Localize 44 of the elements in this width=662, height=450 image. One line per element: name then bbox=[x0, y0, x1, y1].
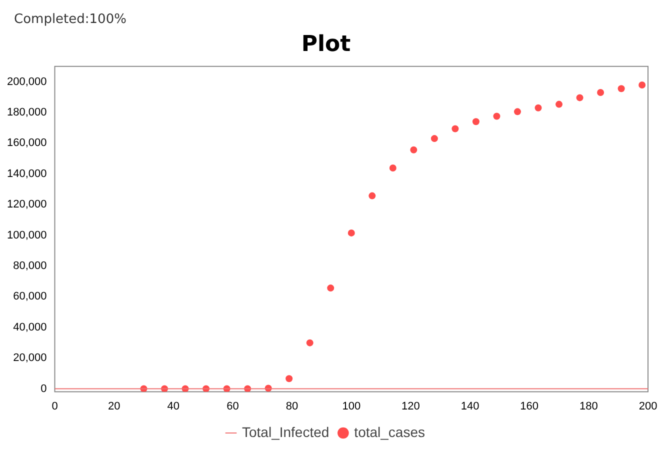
x-tick-label: 180 bbox=[579, 400, 598, 412]
point bbox=[306, 339, 314, 346]
y-tick-label: 180,000 bbox=[6, 106, 47, 118]
y-tick-label: 140,000 bbox=[6, 168, 47, 180]
y-tick-label: 80,000 bbox=[13, 260, 47, 272]
x-tick-label: 120 bbox=[402, 400, 420, 412]
point bbox=[327, 284, 334, 292]
y-tick-label: 0 bbox=[40, 382, 47, 395]
legend-label: Total_Infected bbox=[242, 424, 330, 440]
point bbox=[472, 118, 480, 126]
point bbox=[556, 100, 563, 108]
point bbox=[452, 125, 459, 132]
y-tick-label: 160,000 bbox=[6, 137, 47, 150]
point bbox=[430, 135, 438, 142]
point bbox=[368, 192, 376, 200]
point bbox=[597, 88, 604, 96]
x-tick-label: 0 bbox=[52, 400, 58, 412]
point bbox=[389, 164, 396, 172]
x-tick-label: 160 bbox=[520, 400, 539, 412]
point bbox=[493, 112, 500, 120]
x-tick-label: 100 bbox=[342, 400, 361, 412]
x-tick-label: 60 bbox=[226, 400, 239, 412]
legend-label: total_cases bbox=[354, 424, 426, 440]
x-tick-label: 80 bbox=[286, 400, 298, 412]
x-tick-label: 40 bbox=[167, 400, 180, 412]
point bbox=[286, 375, 293, 382]
y-tick-label: 40,000 bbox=[13, 321, 47, 334]
x-tick-label: 200 bbox=[638, 400, 658, 412]
y-tick-label: 60,000 bbox=[13, 290, 47, 303]
point bbox=[638, 81, 646, 88]
point bbox=[576, 94, 584, 102]
x-tick-label: 20 bbox=[108, 400, 120, 412]
y-tick-label: 200,000 bbox=[6, 76, 47, 88]
point bbox=[514, 108, 521, 116]
text: Completed:100% bbox=[14, 12, 126, 27]
y-tick-label: 120,000 bbox=[6, 198, 47, 211]
point bbox=[618, 85, 625, 92]
y-tick-label: 20,000 bbox=[13, 352, 47, 364]
point bbox=[348, 229, 355, 236]
x-tick-label: 140 bbox=[460, 400, 480, 412]
y-tick-label: 100,000 bbox=[6, 229, 47, 242]
point bbox=[410, 146, 418, 154]
point bbox=[534, 104, 542, 112]
chart-title: Plot bbox=[301, 32, 352, 57]
